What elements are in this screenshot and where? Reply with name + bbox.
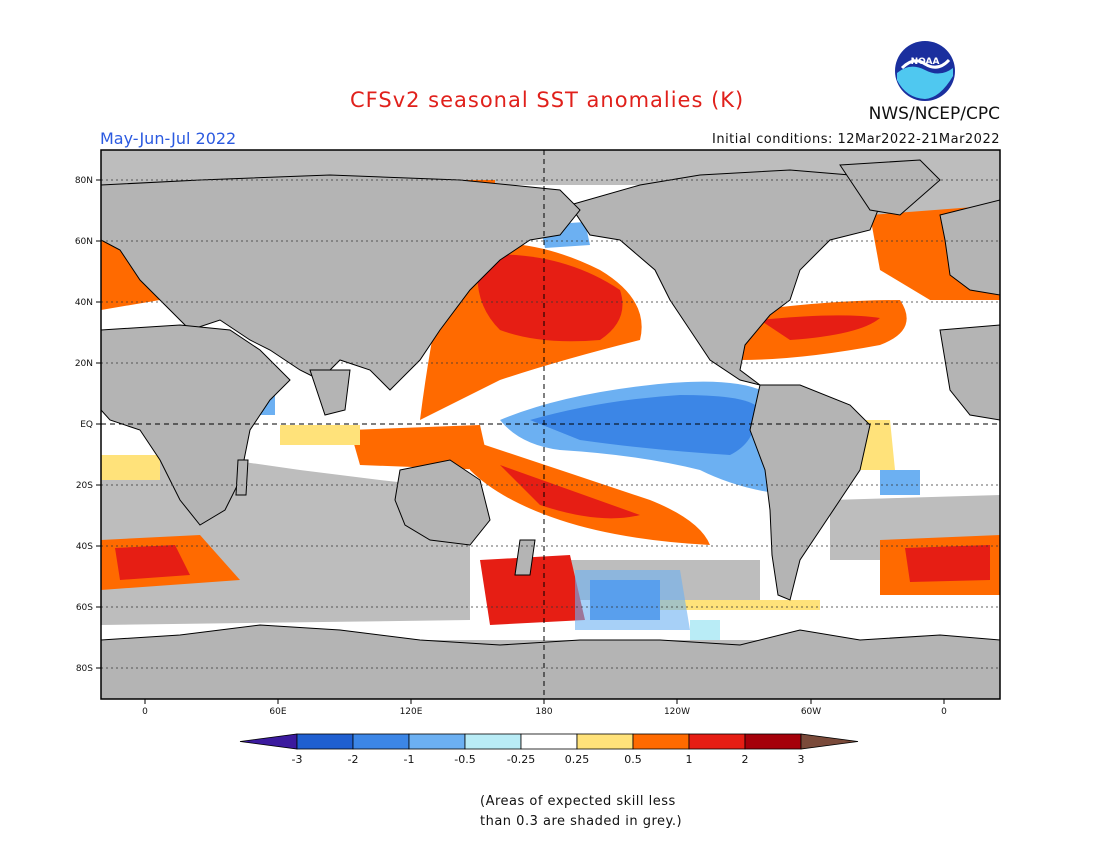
colorbar-label: -1 [404, 753, 415, 766]
lat-tick-label: 40N [75, 298, 93, 308]
cold-anomaly-regions [255, 222, 920, 640]
land-africa [101, 324, 291, 526]
colorbar-segment [296, 733, 354, 750]
colorbar-label: 3 [798, 753, 805, 766]
land-india [309, 369, 351, 416]
footnote-line: (Areas of expected skill less [480, 794, 676, 809]
colorbar-segment [464, 733, 522, 750]
land-europe-west [939, 199, 1000, 296]
land-new-zealand [514, 539, 536, 576]
lat-tick-label: 80N [75, 176, 93, 186]
colorbar-arrow-high [800, 733, 859, 750]
colorbar-label: 1 [686, 753, 693, 766]
colorbar-label: -3 [292, 753, 303, 766]
lat-tick-label: 20N [75, 359, 93, 369]
lon-tick-label: 0 [941, 707, 947, 717]
lon-tick-label: 60W [801, 707, 821, 717]
lon-axis: 0 60E 120E 180 120W 60W 0 [142, 699, 947, 717]
colorbar-segment [632, 733, 690, 750]
land-antarctica [101, 624, 1000, 699]
colorbar-segment [688, 733, 746, 750]
skill-footnote: (Areas of expected skill less than 0.3 a… [480, 792, 682, 832]
colorbar-label: -0.25 [507, 753, 535, 766]
lat-tick-label: 60N [75, 237, 93, 247]
colorbar: -3 -2 -1 -0.5 -0.25 0.25 0.5 1 2 3 [239, 733, 859, 766]
land-north-america [569, 169, 881, 386]
lon-tick-label: 0 [142, 707, 148, 717]
land-australia [394, 459, 491, 546]
lon-tick-label: 180 [535, 707, 552, 717]
lon-tick-label: 60E [269, 707, 286, 717]
lat-axis: 80N 60N 40N 20N EQ 20S 40S 60S 80S [75, 176, 101, 674]
lon-tick-label: 120W [664, 707, 690, 717]
colorbar-label: -0.5 [454, 753, 475, 766]
lat-tick-label: 40S [76, 542, 93, 552]
colorbar-segment [408, 733, 466, 750]
colorbar-segment [352, 733, 410, 750]
colorbar-label: 2 [742, 753, 749, 766]
lat-tick-label: 80S [76, 664, 93, 674]
land-africa-east-edge [939, 324, 1000, 421]
initial-conditions-label: Initial conditions: 12Mar2022-21Mar2022 [712, 132, 1000, 147]
colorbar-label: -2 [348, 753, 359, 766]
footnote-line: than 0.3 are shaded in grey.) [480, 814, 683, 829]
logo-text: NOAA [911, 57, 940, 67]
season-label: May-Jun-Jul 2022 [100, 129, 237, 148]
land-madagascar [235, 459, 249, 496]
colorbar-label: 0.5 [624, 753, 642, 766]
map-title: CFSv2 seasonal SST anomalies (K) [350, 88, 745, 112]
colorbar-segment [744, 733, 802, 750]
agency-label: NWS/NCEP/CPC [868, 104, 1000, 124]
land-greenland [839, 159, 941, 216]
lat-tick-label: 60S [76, 603, 93, 613]
land-masses [101, 159, 1000, 699]
land-south-america [749, 384, 871, 601]
lat-tick-label: EQ [80, 420, 93, 430]
noaa-logo-icon: NOAA [895, 41, 955, 101]
lat-tick-label: 20S [76, 481, 93, 491]
colorbar-segment [520, 733, 578, 750]
lon-tick-label: 120E [400, 707, 423, 717]
colorbar-segment [576, 733, 634, 750]
colorbar-label: 0.25 [565, 753, 590, 766]
colorbar-arrow-low [239, 733, 298, 750]
land-eurasia [101, 174, 581, 391]
